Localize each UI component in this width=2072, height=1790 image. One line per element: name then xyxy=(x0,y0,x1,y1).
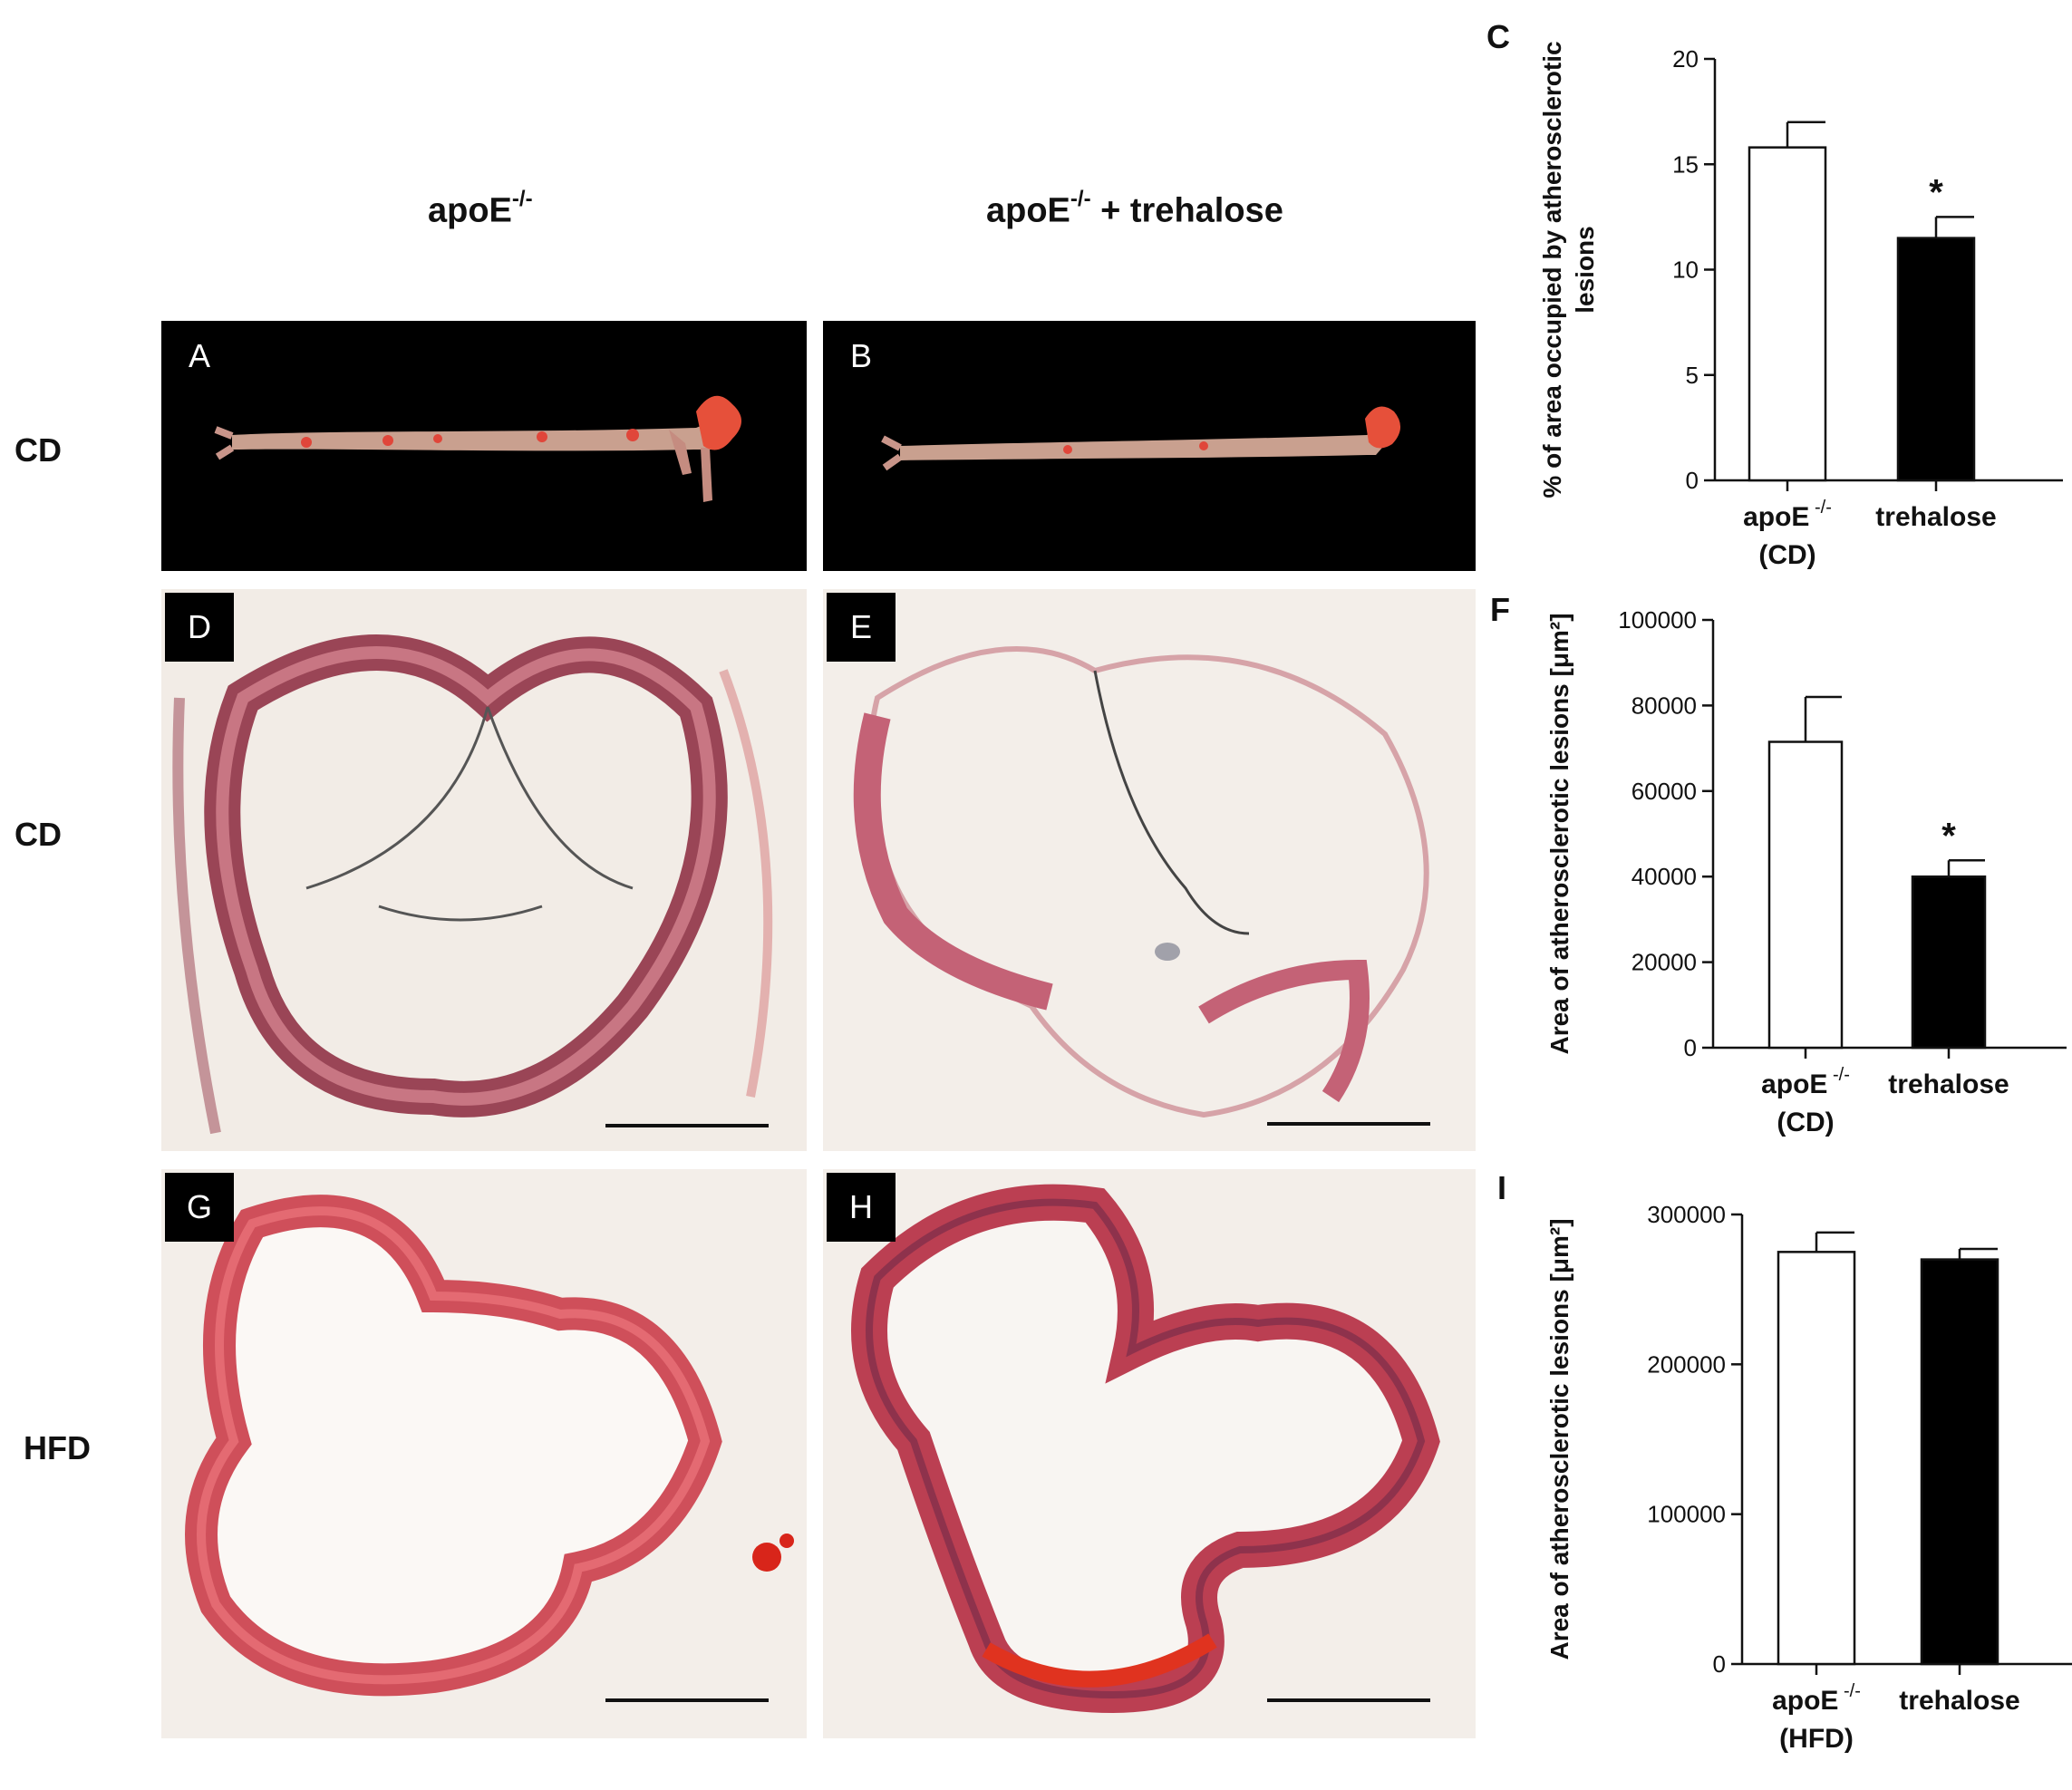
x-tick-sublabel-f-0: (CD) xyxy=(1777,1108,1834,1137)
panel-h-section-image: H xyxy=(823,1169,1476,1738)
chart-f-label: F xyxy=(1490,591,1510,628)
y-tick-label-i-2: 200000 xyxy=(1647,1350,1726,1378)
chart-c-label: C xyxy=(1486,18,1510,55)
x-tick-sublabel-i-0: (HFD) xyxy=(1779,1724,1854,1754)
bar-f-1 xyxy=(1911,875,1987,1050)
significance-f-1: * xyxy=(1941,816,1956,856)
chart-i: 0 100000 200000 300000 Area of atherosclerot… xyxy=(1545,1201,2072,1754)
x-tick-label-f-1: trehalose xyxy=(1888,1069,2009,1099)
bar-i-1 xyxy=(1920,1258,1999,1666)
y-tick-label-i-3: 300000 xyxy=(1647,1201,1726,1228)
section-illustration-e xyxy=(853,646,1429,1118)
panel-e-section-image: E xyxy=(823,589,1476,1151)
section-illustration-g xyxy=(185,1195,794,1697)
y-axis-label-c-1: lesions xyxy=(1571,226,1599,313)
aorta-illustration-b xyxy=(881,406,1401,471)
panel-b-label: B xyxy=(850,337,873,374)
panel-e-label: E xyxy=(827,593,896,662)
column-header-apoE-trehalose: apoE-/- + trehalose xyxy=(986,187,1283,230)
bar-c-0 xyxy=(1748,146,1827,482)
section-illustration-d xyxy=(172,634,773,1135)
chart-f: 0 20000 40000 60000 80000 100000 Area of ather… xyxy=(1545,606,2067,1137)
panel-h-label: H xyxy=(827,1173,896,1242)
significance-c-1: * xyxy=(1929,172,1943,212)
row-label-cd-aorta: CD xyxy=(15,431,62,469)
panel-a-aorta-image: A xyxy=(161,321,807,571)
panel-d-section-image: D xyxy=(161,589,807,1151)
scale-bar-g xyxy=(605,1698,769,1702)
y-axis-label-i-0: Area of atherosclerotic lesions [μm²] xyxy=(1545,1218,1573,1659)
y-tick-label-f-3: 60000 xyxy=(1631,778,1697,805)
y-tick-label-i-1: 100000 xyxy=(1647,1501,1726,1528)
y-tick-label-c-1: 5 xyxy=(1686,362,1699,389)
panel-d-label: D xyxy=(165,593,234,662)
y-tick-label-c-0: 0 xyxy=(1686,467,1699,494)
y-tick-label-f-0: 0 xyxy=(1684,1034,1697,1061)
scale-bar-d xyxy=(605,1124,769,1127)
aorta-illustration-a xyxy=(214,395,741,502)
y-tick-label-f-1: 20000 xyxy=(1631,949,1697,976)
y-axis-label-f-0: Area of atherosclerotic lesions [μm²] xyxy=(1545,613,1573,1054)
x-tick-sublabel-c-0: (CD) xyxy=(1758,540,1815,570)
y-tick-label-i-0: 0 xyxy=(1713,1650,1726,1678)
panel-g-label: G xyxy=(165,1173,234,1242)
panel-b-aorta-image: B xyxy=(823,321,1476,571)
x-tick-label-f-0: apoE -/- xyxy=(1761,1065,1850,1099)
y-tick-label-f-4: 80000 xyxy=(1631,692,1697,719)
panel-a-label: A xyxy=(189,337,211,374)
y-tick-label-c-2: 10 xyxy=(1672,256,1699,284)
y-tick-label-f-5: 100000 xyxy=(1618,606,1697,634)
scale-bar-h xyxy=(1267,1698,1430,1702)
y-tick-label-c-4: 20 xyxy=(1672,45,1699,73)
row-label-hfd: HFD xyxy=(24,1429,91,1466)
column-header-apoE: apoE-/- xyxy=(428,187,533,230)
x-tick-label-i-1: trehalose xyxy=(1899,1686,2019,1716)
x-tick-label-c-0: apoE -/- xyxy=(1743,498,1832,532)
chart-i-label: I xyxy=(1497,1169,1507,1206)
y-axis-label-c-0: % of area occupied by atherosclerotic xyxy=(1538,41,1566,498)
chart-c: 0 5 10 15 20 % of area occupied by atheroscle… xyxy=(1538,41,2063,570)
bar-i-0 xyxy=(1777,1251,1856,1666)
scale-bar-e xyxy=(1267,1122,1430,1126)
bar-c-1 xyxy=(1896,237,1976,482)
x-tick-label-i-0: apoE -/- xyxy=(1772,1681,1861,1716)
y-tick-label-c-3: 15 xyxy=(1672,150,1699,178)
x-tick-label-c-1: trehalose xyxy=(1875,502,1996,532)
section-illustration-h xyxy=(851,1184,1440,1714)
y-tick-label-f-2: 40000 xyxy=(1631,863,1697,890)
row-label-cd-section: CD xyxy=(15,816,62,853)
panel-g-section-image: G xyxy=(161,1169,807,1738)
bar-f-0 xyxy=(1767,740,1844,1050)
